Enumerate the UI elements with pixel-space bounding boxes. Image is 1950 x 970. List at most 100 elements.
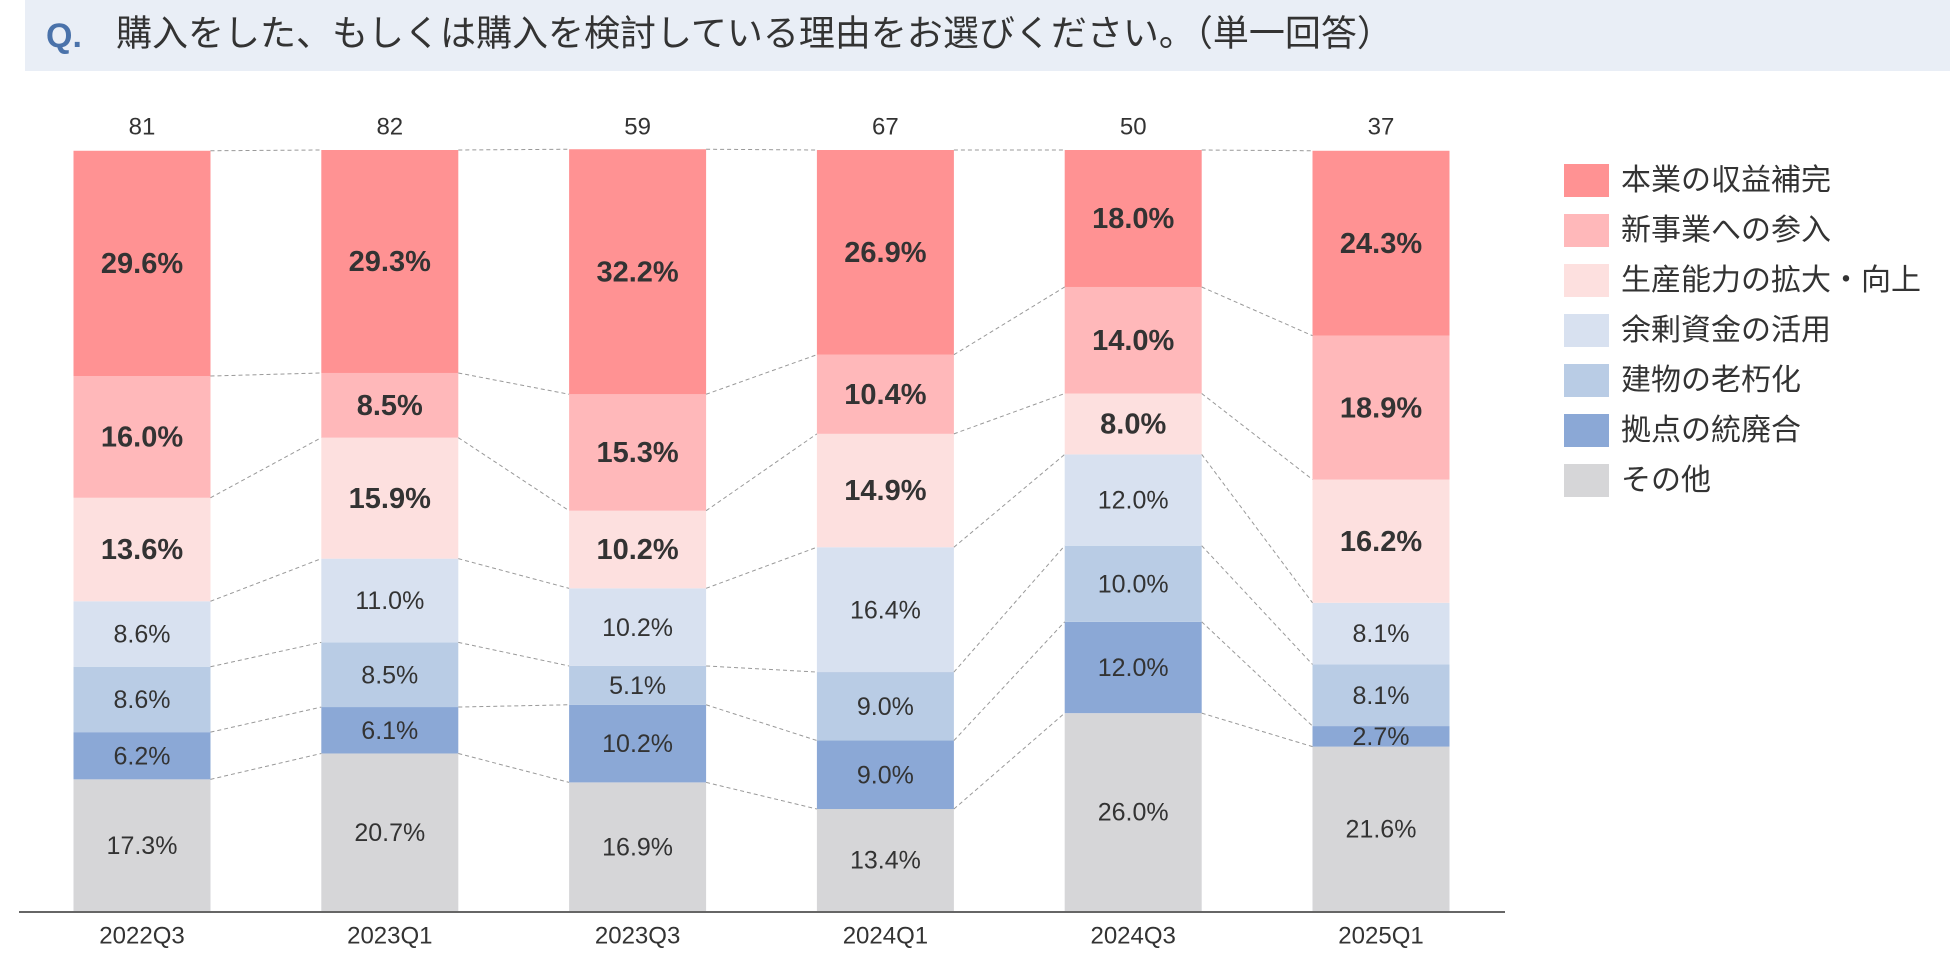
data-label: 16.2% <box>1340 526 1422 558</box>
data-label: 9.0% <box>857 693 914 721</box>
data-label: 2.7% <box>1353 723 1410 751</box>
data-label: 14.0% <box>1092 325 1174 357</box>
connector-line <box>705 546 818 589</box>
data-label: 6.2% <box>114 742 171 770</box>
data-label: 15.3% <box>596 437 678 469</box>
connector-line <box>458 148 570 151</box>
data-label: 8.0% <box>1100 409 1166 441</box>
connector-line <box>1201 286 1313 337</box>
connector-line <box>458 558 570 589</box>
data-label: 10.0% <box>1098 570 1169 598</box>
data-label: 8.6% <box>114 686 171 714</box>
bar-segment <box>1064 393 1202 455</box>
legend-swatch <box>1564 214 1609 247</box>
total-label: 50 <box>1120 113 1147 140</box>
bar-segment <box>1312 479 1450 603</box>
connector-line <box>706 148 817 151</box>
bar-segment <box>1312 726 1450 747</box>
legend-swatch <box>1564 464 1609 497</box>
total-label: 37 <box>1368 113 1395 140</box>
bar-segment <box>1064 454 1202 546</box>
x-tick-label: 2023Q1 <box>347 922 432 949</box>
bar-segment <box>569 665 707 705</box>
legend-label: 建物の老朽化 <box>1621 364 1801 397</box>
bar-segment <box>816 354 954 434</box>
bar-segment <box>569 394 707 511</box>
bar-segment <box>1312 602 1450 665</box>
total-label: 82 <box>376 113 403 140</box>
legend-swatch <box>1564 164 1609 197</box>
bar-segment <box>569 704 707 783</box>
bar-segment <box>73 779 211 911</box>
data-label: 29.3% <box>349 246 431 278</box>
data-label: 12.0% <box>1098 487 1169 515</box>
legend-label: 新事業への参入 <box>1621 214 1831 247</box>
data-label: 14.9% <box>844 475 926 507</box>
data-label: 9.0% <box>857 761 914 789</box>
data-label: 10.4% <box>844 379 926 411</box>
data-label: 10.2% <box>602 730 673 758</box>
bar-segment <box>321 150 459 373</box>
bar-segment <box>569 588 707 666</box>
chart-title: 購入をした、もしくは購入を検討している理由をお選びください。（単一回答） <box>116 13 1393 54</box>
connector-line <box>953 393 1065 435</box>
connector-line <box>953 545 1066 673</box>
connector-line <box>210 558 322 602</box>
data-label: 13.6% <box>101 534 183 566</box>
bar-segment <box>1064 621 1202 714</box>
data-label: 17.3% <box>107 832 178 860</box>
data-label: 32.2% <box>596 256 678 288</box>
total-label: 67 <box>872 113 899 140</box>
bar-segment <box>569 149 707 395</box>
data-label: 29.6% <box>101 248 183 280</box>
data-label: 16.9% <box>602 833 673 861</box>
total-label: 81 <box>129 113 156 140</box>
data-label: 13.4% <box>850 847 921 875</box>
data-label: 8.1% <box>1353 682 1410 710</box>
x-tick-label: 2022Q3 <box>99 922 184 949</box>
title-prefix: Q. <box>46 17 82 55</box>
connector-line <box>705 704 818 742</box>
connector-line <box>953 621 1066 741</box>
connector-line <box>1201 712 1313 748</box>
bar-segment <box>816 672 954 741</box>
bar-segment <box>73 150 211 377</box>
data-label: 12.0% <box>1098 654 1169 682</box>
bar-segment <box>73 601 211 667</box>
connector-line <box>1201 545 1313 665</box>
legend-label: その他 <box>1621 464 1711 497</box>
data-label: 24.3% <box>1340 228 1422 260</box>
data-label: 10.2% <box>602 614 673 642</box>
bar-segment <box>1064 545 1202 622</box>
connector-line <box>1201 621 1313 727</box>
connector-line <box>953 286 1065 356</box>
connector-line <box>458 704 570 708</box>
legend-swatch <box>1564 414 1609 447</box>
bar-segment <box>321 437 459 559</box>
bar-segment <box>321 707 459 754</box>
connector-line <box>458 752 570 783</box>
data-label: 21.6% <box>1346 815 1417 843</box>
data-label: 26.0% <box>1098 799 1169 827</box>
data-label: 18.9% <box>1340 392 1422 424</box>
data-label: 26.9% <box>844 237 926 269</box>
bar-segment <box>1064 286 1202 394</box>
bar-segment <box>816 433 954 548</box>
bar-segment <box>321 642 459 708</box>
connector-line <box>1201 393 1313 480</box>
data-label: 10.2% <box>596 534 678 566</box>
connector-line <box>458 641 570 667</box>
connector-line <box>458 372 570 395</box>
data-label: 18.0% <box>1092 203 1174 235</box>
bar-segment <box>73 666 211 733</box>
legend-swatch <box>1564 264 1609 297</box>
bar-segment <box>816 547 954 673</box>
legend-swatch <box>1564 364 1609 397</box>
bar-segment <box>1312 150 1450 336</box>
bar-segment <box>1064 150 1202 287</box>
bar-segment <box>816 809 954 911</box>
connector-line <box>210 437 322 499</box>
bar-segment <box>321 372 459 438</box>
connector-line <box>210 641 322 668</box>
